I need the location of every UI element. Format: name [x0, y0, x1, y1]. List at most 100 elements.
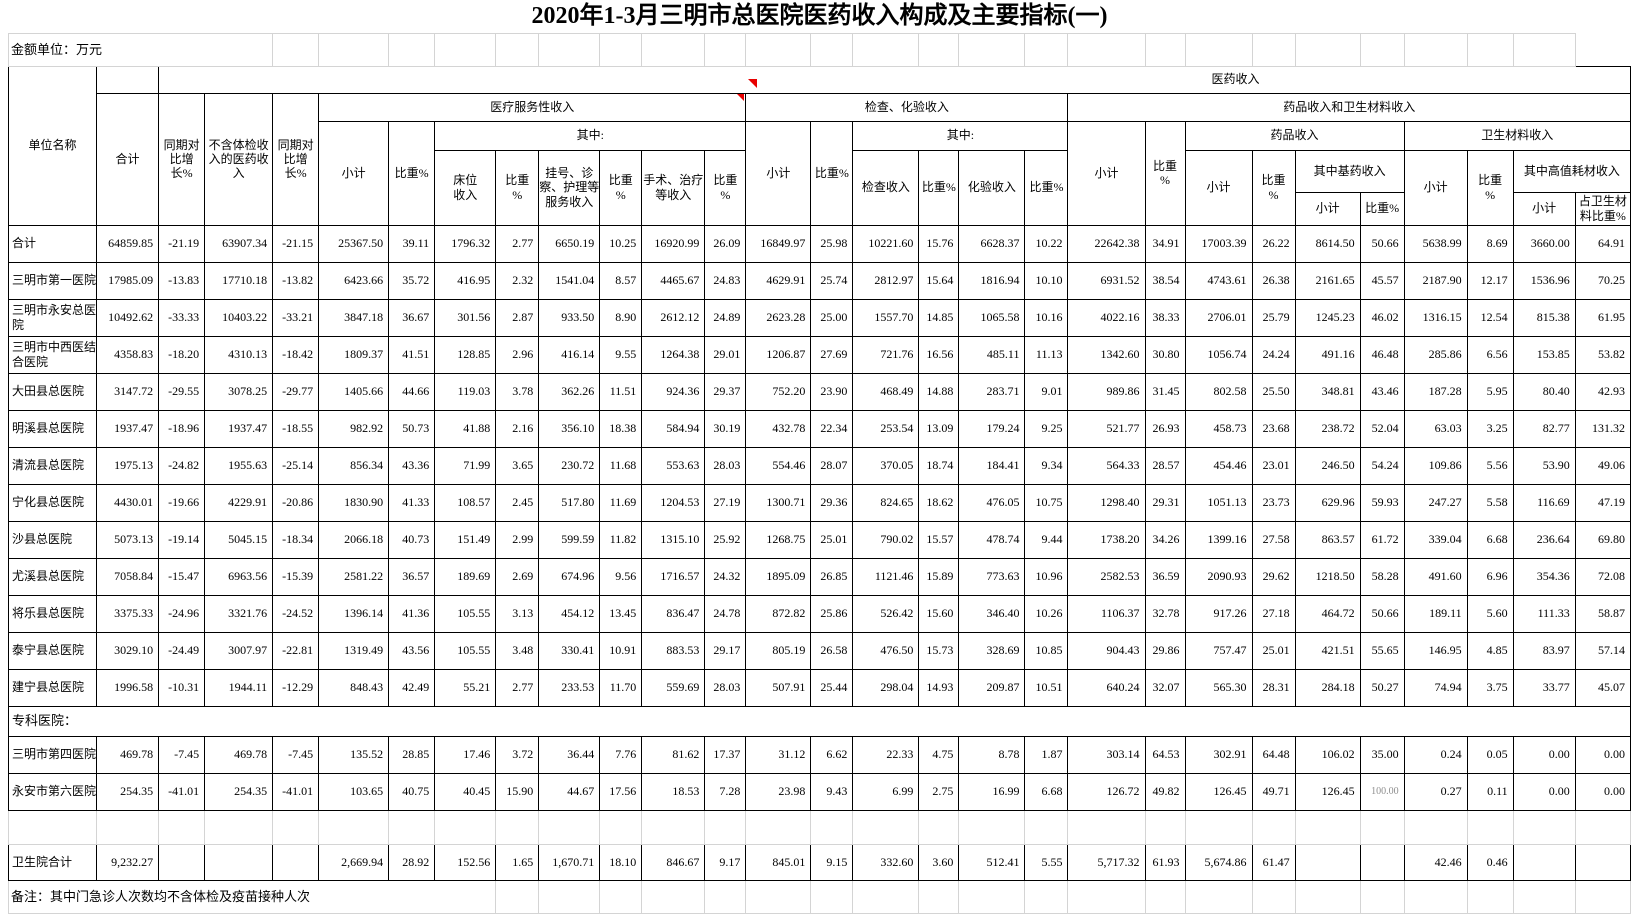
group-header-exam-lab-income: 检查、化验收入: [745, 92, 1069, 122]
value-cell: 28.85: [388, 735, 436, 774]
grid-cell: [1024, 32, 1069, 67]
section-label: 专科医院：: [8, 705, 1631, 737]
amount-unit-label: 金额单位：万元: [7, 32, 274, 67]
table-row: 合计 64859.85 -21.19 63907.34 -21.15 25367.50 39…: [7, 224, 1632, 263]
col-header-excl-checkup: 不含体检收入的医药收入: [204, 92, 274, 226]
value-cell: 64.48: [1251, 735, 1296, 774]
value-cell: 230.72: [538, 446, 601, 485]
table-row: 明溪县总医院 1937.47 -18.96 1937.47 -18.55 982.92 50…: [7, 409, 1632, 448]
value-cell: 25.79: [1251, 298, 1296, 337]
value-cell: 328.69: [958, 631, 1026, 670]
value-cell: 189.11: [1403, 594, 1468, 633]
row-name: 清流县总医院: [7, 446, 98, 485]
value-cell: 16.99: [958, 772, 1026, 811]
value-cell: 10.51: [1024, 668, 1069, 707]
value-cell: 53.82: [1574, 335, 1632, 374]
value-cell: 5.56: [1466, 446, 1514, 485]
value-cell: 55.65: [1359, 631, 1405, 670]
value-cell: 521.77: [1067, 409, 1146, 448]
value-cell: 36.67: [388, 298, 436, 337]
value-cell: 1405.66: [318, 372, 390, 411]
value-cell: 757.47: [1184, 631, 1253, 670]
value-cell: 1264.38: [641, 335, 706, 374]
value-cell: 1106.37: [1067, 594, 1146, 633]
value-cell: 421.51: [1294, 631, 1361, 670]
value-cell: 3.78: [495, 372, 540, 411]
value-cell: 1316.15: [1403, 298, 1468, 337]
value-cell: 3029.10: [96, 631, 160, 670]
grid-cell: [272, 809, 320, 845]
value-cell: 209.87: [958, 668, 1026, 707]
value-cell: 43.46: [1359, 372, 1405, 411]
value-cell: 15.76: [918, 224, 960, 263]
grid-cell: [538, 32, 601, 67]
value-cell: 1830.90: [318, 483, 390, 522]
grid-cell: [388, 32, 436, 67]
value-cell: 18.53: [641, 772, 706, 811]
value-cell: [158, 843, 206, 881]
value-cell: 23.98: [745, 772, 812, 811]
value-cell: 7.76: [599, 735, 643, 774]
value-cell: 253.54: [852, 409, 920, 448]
value-cell: -10.31: [158, 668, 206, 707]
value-cell: 41.36: [388, 594, 436, 633]
value-cell: 18.10: [599, 843, 643, 881]
value-cell: 302.91: [1184, 735, 1253, 774]
grid-cell: [1251, 809, 1296, 845]
value-cell: 18.74: [918, 446, 960, 485]
col-header-exam-income: 检查收入: [852, 149, 920, 226]
value-cell: 109.86: [1403, 446, 1468, 485]
value-cell: -24.96: [158, 594, 206, 633]
value-cell: 10.85: [1024, 631, 1069, 670]
value-cell: 189.69: [434, 557, 497, 596]
value-cell: 2.45: [495, 483, 540, 522]
value-cell: 28.03: [704, 668, 747, 707]
value-cell: 69.80: [1574, 520, 1632, 559]
value-cell: 17.56: [599, 772, 643, 811]
value-cell: 9.25: [1024, 409, 1069, 448]
table-row: 泰宁县总医院 3029.10 -24.49 3007.97 -22.81 1319.49 4…: [7, 631, 1632, 670]
grid-cell: [1294, 809, 1361, 845]
group-header-medical-income: 医药收入: [158, 65, 1631, 94]
value-cell: 50.27: [1359, 668, 1405, 707]
value-cell: 80.40: [1512, 372, 1576, 411]
col-header-examlab-subtotal: 小计: [745, 120, 812, 226]
note-label: 备注：其中门急诊人次数均不含体检及疫苗接种人次: [7, 879, 497, 914]
value-cell: 14.93: [918, 668, 960, 707]
value-cell: 23.01: [1251, 446, 1296, 485]
value-cell: 55.21: [434, 668, 497, 707]
value-cell: 24.32: [704, 557, 747, 596]
grid-cell: [599, 809, 643, 845]
value-cell: 61.95: [1574, 298, 1632, 337]
value-cell: 152.56: [434, 843, 497, 881]
value-cell: 39.11: [388, 224, 436, 263]
value-cell: 1051.13: [1184, 483, 1253, 522]
value-cell: 10.16: [1024, 298, 1069, 337]
value-cell: 0.05: [1466, 735, 1514, 774]
value-cell: 26.09: [704, 224, 747, 263]
table-row: 备注：其中门急诊人次数均不含体检及疫苗接种人次: [7, 879, 1632, 914]
comment-marker-icon: [737, 94, 744, 101]
value-cell: 236.64: [1512, 520, 1576, 559]
value-cell: 1816.94: [958, 261, 1026, 300]
value-cell: 863.57: [1294, 520, 1361, 559]
value-cell: 491.60: [1403, 557, 1468, 596]
value-cell: 25.50: [1251, 372, 1296, 411]
value-cell: 790.02: [852, 520, 920, 559]
value-cell: 8.78: [958, 735, 1026, 774]
unit-row: 金额单位：万元: [7, 32, 1631, 67]
value-cell: 54.24: [1359, 446, 1405, 485]
value-cell: 82.77: [1512, 409, 1576, 448]
value-cell: 23.73: [1251, 483, 1296, 522]
grid-cell: [852, 32, 920, 67]
value-cell: 52.04: [1359, 409, 1405, 448]
col-header-unit-name: 单位名称: [7, 65, 98, 226]
grid-cell: [1184, 809, 1253, 845]
value-cell: 1268.75: [745, 520, 812, 559]
value-cell: 464.72: [1294, 594, 1361, 633]
value-cell: 1245.23: [1294, 298, 1361, 337]
group-header-drug-income: 药品收入: [1184, 120, 1405, 151]
value-cell: 9.15: [810, 843, 854, 881]
value-cell: 25.00: [810, 298, 854, 337]
